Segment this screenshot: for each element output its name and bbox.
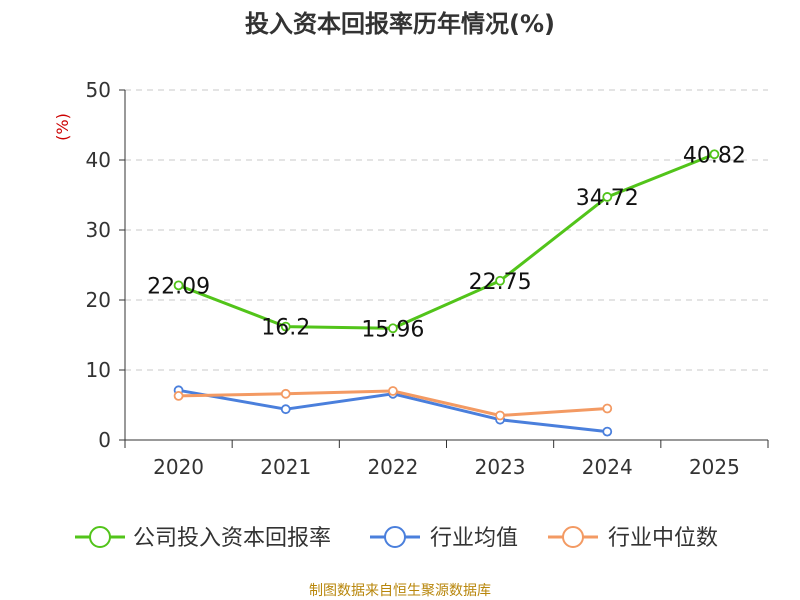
data-point bbox=[602, 192, 613, 202]
legend-label-0[interactable]: 公司投入资本回报率 bbox=[133, 526, 331, 551]
data-source-footer: 制图数据来自恒生聚源数据库 bbox=[309, 583, 491, 599]
data-point bbox=[173, 390, 184, 401]
y-tick-label: 20 bbox=[86, 288, 111, 312]
data-label: 34.72 bbox=[576, 186, 639, 211]
data-point bbox=[495, 275, 505, 286]
data-point bbox=[602, 403, 613, 414]
data-point bbox=[173, 280, 184, 291]
x-tick-label: 2024 bbox=[582, 455, 633, 479]
data-label: 16.2 bbox=[261, 316, 310, 341]
data-point bbox=[388, 323, 398, 334]
data-point bbox=[388, 386, 398, 396]
x-tick-label: 2025 bbox=[689, 455, 740, 479]
y-tick-label: 50 bbox=[86, 78, 111, 102]
y-axis-unit: (%) bbox=[53, 113, 72, 141]
legend-marker-0[interactable] bbox=[89, 526, 111, 548]
data-point bbox=[709, 149, 720, 160]
series-line-0 bbox=[178, 152, 715, 330]
y-tick-label: 30 bbox=[86, 218, 111, 242]
x-tick-label: 2020 bbox=[153, 455, 204, 479]
y-tick-label: 0 bbox=[98, 428, 111, 452]
legend-marker-1[interactable] bbox=[384, 526, 406, 548]
series-lines bbox=[173, 149, 720, 437]
x-tick-label: 2022 bbox=[367, 455, 418, 479]
x-tick-label: 2023 bbox=[475, 455, 526, 479]
legend-label-2[interactable]: 行业中位数 bbox=[608, 526, 718, 551]
data-label: 15.96 bbox=[361, 317, 424, 342]
data-label: 22.09 bbox=[147, 274, 210, 299]
y-tick-label: 10 bbox=[86, 358, 111, 382]
data-point bbox=[495, 410, 505, 421]
data-labels: 22.09 16.2 15.96 22.75 34.72 40.82 bbox=[147, 143, 746, 342]
data-label: 22.75 bbox=[469, 270, 532, 295]
y-tick-label: 40 bbox=[86, 148, 111, 172]
data-point bbox=[602, 426, 613, 437]
chart-title: 投入资本回报率历年情况(%) bbox=[245, 10, 555, 38]
data-point bbox=[280, 388, 291, 399]
legend-marker-2[interactable] bbox=[562, 526, 584, 548]
data-point bbox=[280, 321, 291, 332]
axes: 0 10 20 30 40 50 2020 2021 2022 2023 2024 2025 bbox=[86, 78, 769, 479]
legend: 公司投入资本回报率 行业均值 行业中位数 bbox=[75, 526, 718, 551]
data-label: 40.82 bbox=[683, 143, 746, 168]
legend-label-1[interactable]: 行业均值 bbox=[430, 526, 518, 551]
data-point bbox=[280, 404, 291, 415]
grid-lines bbox=[125, 89, 768, 371]
x-tick-label: 2021 bbox=[260, 455, 311, 479]
